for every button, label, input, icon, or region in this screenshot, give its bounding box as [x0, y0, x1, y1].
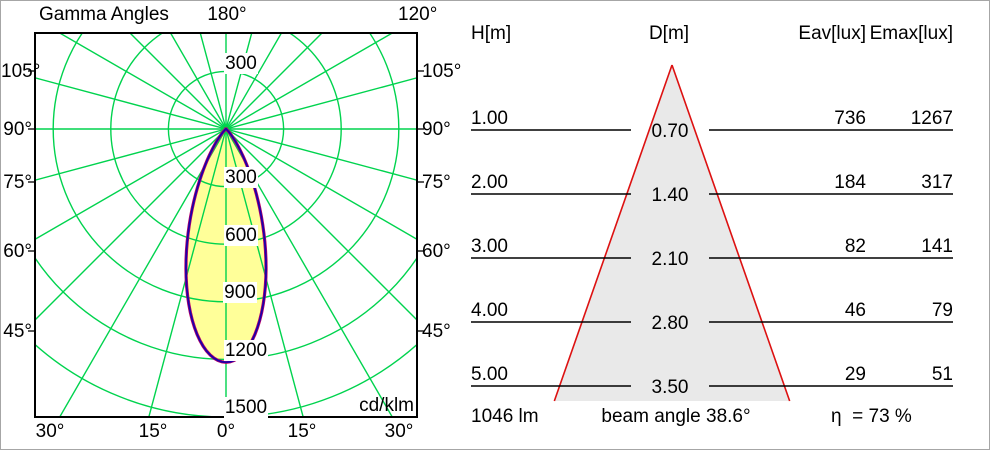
- cell-h: 3.00: [471, 236, 508, 257]
- polar-right-label-75: 75°: [422, 172, 451, 193]
- cell-eav: 82: [844, 236, 866, 257]
- cell-h: 5.00: [471, 364, 508, 385]
- polar-left-label-60: 60°: [3, 241, 32, 262]
- cell-h: 2.00: [471, 172, 508, 193]
- cell-emax: 317: [921, 172, 953, 193]
- polar-bottom-label-0: 0°: [216, 421, 236, 442]
- col-header-h: H[m]: [471, 23, 512, 44]
- cell-d: 0.70: [651, 121, 689, 142]
- cell-eav: 184: [834, 172, 866, 193]
- ring-label-1500: 1500: [223, 397, 269, 418]
- polar-top-label-120: 120°: [398, 4, 438, 25]
- polar-bottom-label-30r: 30°: [384, 421, 414, 442]
- cell-d: 2.80: [651, 313, 689, 334]
- cell-h: 1.00: [471, 108, 508, 129]
- polar-right-label-45: 45°: [422, 321, 451, 342]
- ring-label-600: 600: [224, 225, 258, 246]
- cell-eav: 29: [844, 364, 866, 385]
- polar-left-label-90: 90°: [3, 119, 32, 140]
- polar-left-label-75: 75°: [3, 172, 32, 193]
- cell-emax: 51: [931, 364, 953, 385]
- cell-h: 4.00: [471, 300, 508, 321]
- polar-left-label-105: 105°: [1, 61, 41, 82]
- cell-eav: 736: [834, 108, 866, 129]
- cell-d: 1.40: [651, 185, 689, 206]
- col-header-eav: Eav[lux]: [798, 23, 866, 44]
- polar-unit-label: cd/klm: [359, 395, 414, 416]
- luminous-flux-label: 1046 lm: [471, 406, 539, 427]
- cell-eav: 46: [844, 300, 866, 321]
- ring-label-300-top: 300: [224, 53, 258, 74]
- cell-emax: 1267: [910, 108, 953, 129]
- polar-right-label-90: 90°: [422, 119, 451, 140]
- cell-d: 3.50: [651, 377, 689, 398]
- polar-bottom-label-30l: 30°: [35, 421, 65, 442]
- polar-left-label-45: 45°: [3, 321, 32, 342]
- polar-bottom-label-15l: 15°: [138, 421, 168, 442]
- polar-bottom-label-15r: 15°: [287, 421, 317, 442]
- ring-label-300: 300: [224, 167, 258, 188]
- ring-label-900: 900: [223, 282, 257, 303]
- col-header-emax: Emax[lux]: [869, 23, 953, 44]
- polar-right-label-60: 60°: [422, 241, 451, 262]
- polar-title: Gamma Angles: [39, 4, 169, 25]
- col-header-d: D[m]: [648, 23, 690, 44]
- cell-d: 2.10: [651, 249, 689, 270]
- cell-emax: 141: [921, 236, 953, 257]
- cell-emax: 79: [931, 300, 953, 321]
- ring-label-1200: 1200: [223, 340, 269, 361]
- polar-right-label-105: 105°: [422, 61, 462, 82]
- polar-top-label-180: 180°: [207, 4, 247, 25]
- efficiency-label: η = 73 %: [831, 406, 912, 427]
- beam-angle-label: beam angle 38.6°: [601, 406, 751, 427]
